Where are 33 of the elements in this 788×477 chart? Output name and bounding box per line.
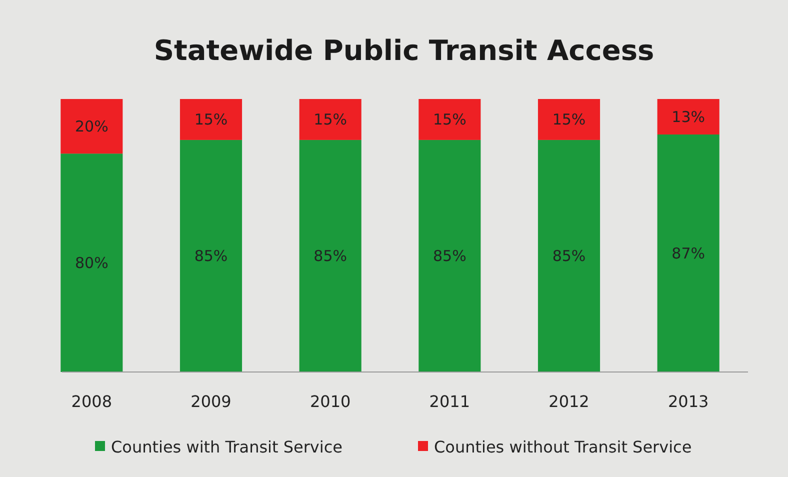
bar bbox=[418, 140, 481, 372]
data-label: 20% bbox=[74, 118, 108, 136]
data-label: 13% bbox=[672, 108, 706, 126]
data-label: 85% bbox=[314, 247, 348, 266]
x-tick-label: 2010 bbox=[310, 392, 351, 411]
bar bbox=[657, 134, 720, 372]
data-label: 87% bbox=[672, 244, 706, 262]
data-label: 15% bbox=[552, 110, 586, 129]
x-tick-label: 2008 bbox=[71, 392, 112, 411]
bar bbox=[180, 140, 242, 372]
x-tick-label: 2011 bbox=[429, 392, 470, 411]
chart-title: Statewide Public Transit Access bbox=[154, 34, 654, 67]
legend-label: Counties with Transit Service bbox=[111, 438, 342, 457]
data-label: 85% bbox=[194, 247, 228, 266]
bar bbox=[60, 99, 123, 154]
bar bbox=[180, 99, 242, 140]
bar bbox=[299, 99, 362, 140]
bar bbox=[538, 140, 600, 372]
bar bbox=[60, 154, 123, 372]
legend-label: Counties without Transit Service bbox=[434, 438, 692, 457]
data-label: 15% bbox=[314, 110, 348, 129]
bar bbox=[538, 99, 600, 140]
bar bbox=[299, 140, 362, 372]
bar bbox=[418, 99, 481, 140]
data-label: 85% bbox=[432, 247, 466, 266]
x-tick-label: 2012 bbox=[548, 392, 590, 411]
x-tick-label: 2013 bbox=[668, 392, 709, 411]
data-label: 15% bbox=[194, 110, 228, 129]
data-label: 85% bbox=[552, 247, 586, 266]
data-label: 15% bbox=[432, 110, 466, 129]
x-tick-label: 2009 bbox=[190, 392, 232, 411]
data-label: 80% bbox=[74, 254, 108, 272]
bar bbox=[657, 99, 720, 134]
